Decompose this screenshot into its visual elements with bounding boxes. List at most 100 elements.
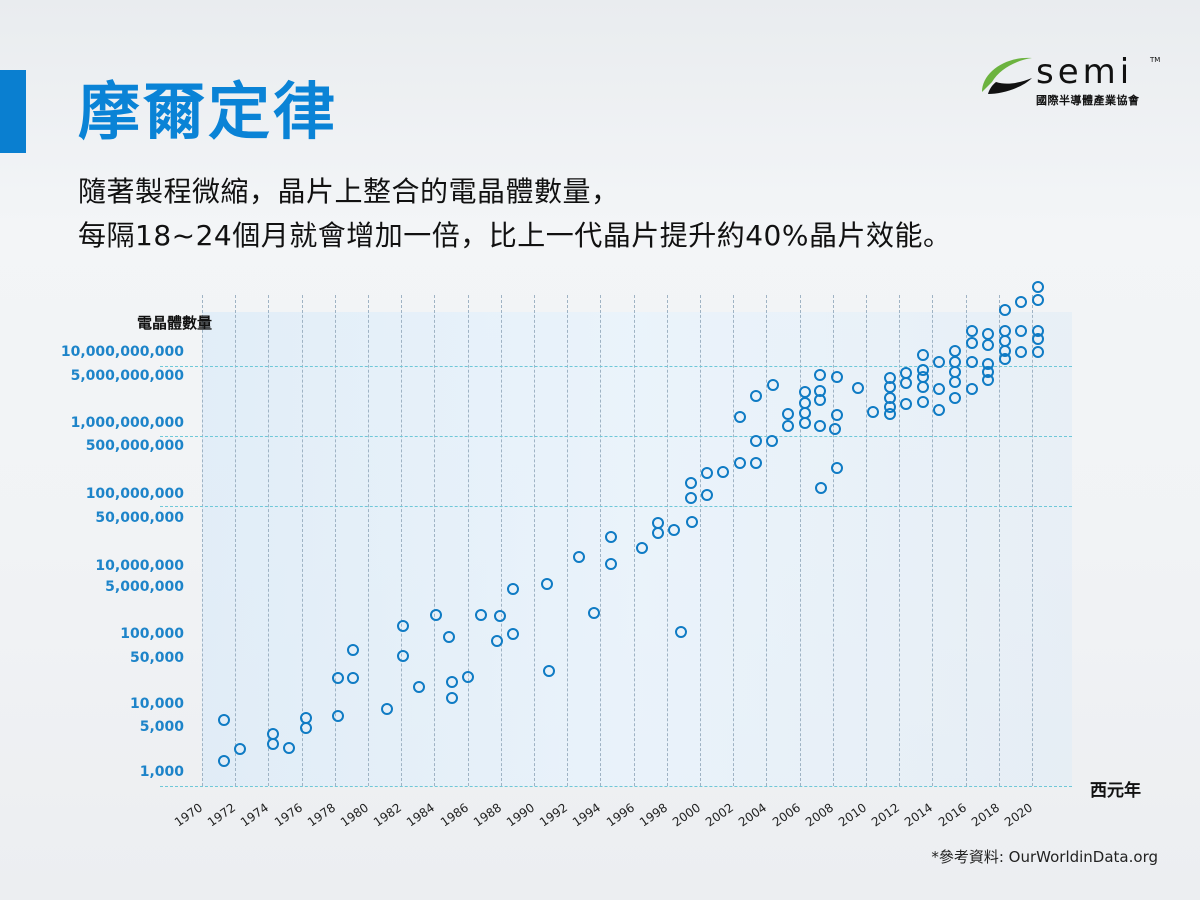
- data-point-marker: [332, 672, 344, 684]
- vertical-gridline: [334, 295, 336, 786]
- source-citation: *參考資料: OurWorldinData.org: [931, 848, 1158, 866]
- vertical-gridline: [600, 295, 602, 786]
- vertical-gridline: [202, 295, 203, 786]
- y-tick-label: 50,000: [129, 650, 184, 666]
- data-point-marker: [782, 420, 794, 432]
- vertical-gridline: [965, 295, 967, 786]
- data-point-marker: [815, 482, 827, 494]
- vertical-gridline: [301, 295, 303, 786]
- data-point-marker: [381, 703, 393, 715]
- vertical-gridline: [268, 295, 270, 786]
- logo-subtitle: 國際半導體產業協會: [1036, 94, 1140, 107]
- semi-swoosh-icon: [982, 57, 1032, 94]
- data-point-marker: [829, 423, 841, 435]
- data-point-marker: [782, 408, 794, 420]
- logo-wordmark: semi: [1036, 52, 1134, 92]
- y-tick-label: 5,000: [139, 719, 184, 735]
- y-tick-label: 50,000,000: [95, 510, 184, 526]
- x-tick-label: 2014: [902, 800, 936, 830]
- x-tick-label: 2016: [935, 800, 969, 830]
- data-point-marker: [347, 672, 359, 684]
- data-point-marker: [397, 620, 409, 632]
- vertical-gridline: [700, 295, 701, 786]
- horizontal-gridline: [160, 786, 1072, 787]
- y-tick-label: 1,000: [139, 764, 184, 780]
- vertical-gridline: [832, 295, 834, 786]
- logo-trademark: TM: [1150, 56, 1161, 64]
- data-point-marker: [475, 609, 487, 621]
- data-point-marker: [900, 398, 912, 410]
- y-tick-label: 10,000,000: [95, 558, 184, 574]
- data-point-marker: [999, 304, 1011, 316]
- data-point-marker: [1032, 281, 1044, 293]
- x-tick-label: 1992: [537, 800, 571, 830]
- data-point-marker: [605, 531, 617, 543]
- x-tick-label: 2010: [836, 800, 870, 830]
- x-tick-label: 2020: [1002, 800, 1036, 830]
- data-point-marker: [397, 650, 409, 662]
- data-point-marker: [799, 417, 811, 429]
- data-point-marker: [814, 394, 826, 406]
- data-point-marker: [867, 406, 879, 418]
- data-point-marker: [491, 635, 503, 647]
- data-point-marker: [636, 542, 648, 554]
- x-tick-label: 1982: [371, 800, 405, 830]
- x-tick-label: 2004: [736, 800, 770, 830]
- data-point-marker: [1015, 346, 1027, 358]
- data-point-marker: [884, 408, 896, 420]
- y-axis-title: 電晶體數量: [136, 314, 212, 332]
- data-point-marker: [543, 665, 555, 677]
- data-point-marker: [814, 369, 826, 381]
- x-tick-label: 1974: [238, 800, 272, 830]
- data-point-marker: [494, 610, 506, 622]
- data-point-marker: [443, 631, 455, 643]
- vertical-gridline: [998, 295, 1000, 786]
- x-tick-label: 1994: [570, 800, 604, 830]
- data-point-marker: [831, 462, 843, 474]
- data-point-marker: [283, 742, 295, 754]
- data-point-marker: [814, 420, 826, 432]
- vertical-gridline: [866, 295, 867, 786]
- data-point-marker: [588, 607, 600, 619]
- data-point-marker: [446, 676, 458, 688]
- data-point-marker: [966, 337, 978, 349]
- y-tick-label: 100,000,000: [85, 486, 184, 502]
- data-point-marker: [750, 457, 762, 469]
- x-tick-label: 2012: [869, 800, 903, 830]
- y-tick-label: 1,000,000,000: [70, 415, 184, 431]
- data-point-marker: [347, 644, 359, 656]
- data-point-marker: [446, 692, 458, 704]
- data-point-marker: [1015, 296, 1027, 308]
- data-point-marker: [1015, 325, 1027, 337]
- data-point-marker: [917, 349, 929, 361]
- x-tick-label: 2002: [703, 800, 737, 830]
- data-point-marker: [701, 489, 713, 501]
- vertical-gridline: [633, 295, 635, 786]
- vertical-gridline: [534, 295, 535, 786]
- data-point-marker: [652, 527, 664, 539]
- x-tick-label: 1984: [404, 800, 438, 830]
- x-tick-label: 2000: [670, 800, 704, 830]
- vertical-gridline: [932, 295, 934, 786]
- horizontal-gridline: [160, 506, 1072, 507]
- data-point-marker: [507, 583, 519, 595]
- data-point-marker: [982, 374, 994, 386]
- vertical-gridline: [899, 295, 901, 786]
- data-point-marker: [734, 457, 746, 469]
- x-tick-label: 1970: [172, 800, 206, 830]
- data-point-marker: [917, 396, 929, 408]
- subtitle-line-2: 每隔18~24個月就會增加一倍，比上一代晶片提升約40%晶片效能。: [78, 219, 952, 252]
- data-point-marker: [933, 404, 945, 416]
- horizontal-gridline: [160, 436, 1072, 437]
- x-tick-label: 1988: [470, 800, 504, 830]
- data-point-marker: [999, 353, 1011, 365]
- data-point-marker: [852, 382, 864, 394]
- data-point-marker: [267, 738, 279, 750]
- subtitle-line-1: 隨著製程微縮，晶片上整合的電晶體數量，: [78, 175, 620, 208]
- horizontal-gridline: [160, 366, 1072, 367]
- data-point-marker: [668, 524, 680, 536]
- data-point-marker: [430, 609, 442, 621]
- x-tick-label: 1990: [504, 800, 538, 830]
- data-point-marker: [332, 710, 344, 722]
- data-point-marker: [1032, 346, 1044, 358]
